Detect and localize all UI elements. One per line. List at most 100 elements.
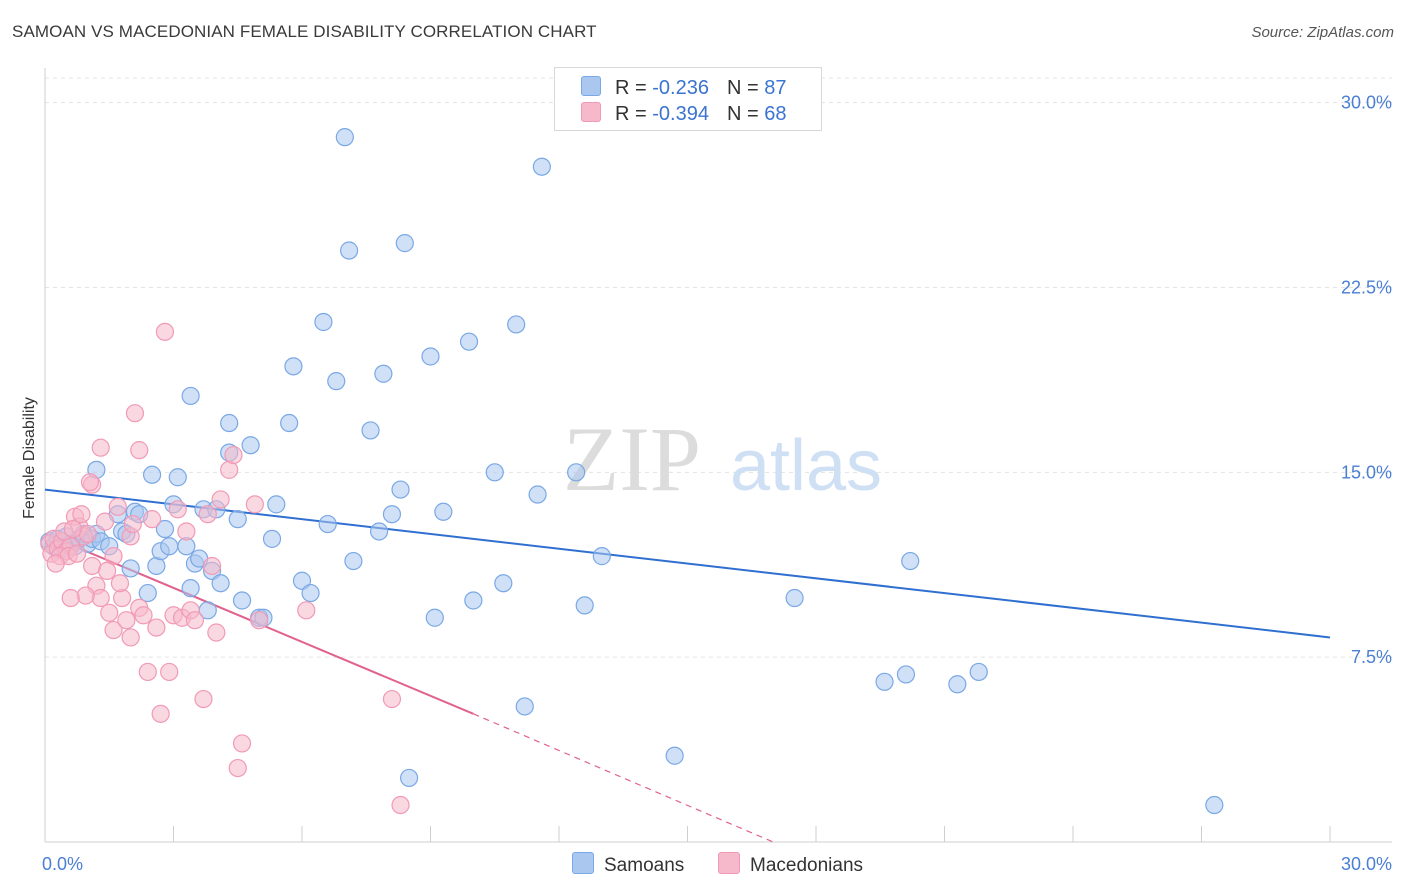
grid-lines [45,77,1392,658]
data-point-macedonians [125,404,145,423]
data-point-samoans [361,421,380,440]
y-tick-label: 30.0% [1341,93,1392,113]
data-point-samoans [567,463,586,482]
data-point-samoans [220,413,239,433]
data-point-samoans [284,357,303,376]
data-point-macedonians [98,561,117,581]
legend-n-value-samoans: 87 [764,77,787,99]
data-point-samoans [267,495,286,514]
bottom-legend-swatch-macedonians [718,852,740,874]
trend-line-extension-macedonians [473,713,774,843]
legend-r-value-samoans: -0.236 [652,77,709,99]
data-point-samoans [314,312,333,332]
data-point-macedonians [391,795,410,815]
data-point-macedonians [177,522,196,541]
data-point-macedonians [130,441,149,460]
legend-n-label: N = [726,77,765,99]
data-point-samoans [532,157,551,176]
data-point-macedonians [121,628,140,647]
tick-labels: 7.5% 15.0% 22.5% 30.0% 0.0% 30.0% [42,93,1392,874]
data-point-samoans [494,574,513,593]
data-point-samoans [160,537,179,556]
data-point-samoans [785,588,804,608]
data-point-macedonians [95,512,115,531]
legend-swatch-macedonians [581,102,601,122]
legend-n-value-macedonians: 68 [764,103,787,125]
trend-lines [44,488,1331,843]
data-point-samoans [232,591,252,610]
data-point-macedonians [194,689,213,709]
data-point-macedonians [61,588,80,608]
data-point-samoans [434,502,453,521]
data-point-macedonians [142,510,162,529]
data-point-samoans [318,514,337,534]
bottom-legend-samoans[interactable]: Samoans [572,852,684,877]
trend-line-samoans [44,488,1331,639]
data-point-samoans [344,551,363,571]
data-point-samoans [280,413,299,433]
data-point-samoans [896,665,916,684]
data-point-samoans [168,468,187,487]
data-point-samoans [425,608,444,627]
bottom-legend-swatch-samoans [572,852,594,874]
stats-legend: R = -0.236 N = 87 R = -0.394 N = 68 [554,67,822,131]
data-point-macedonians [211,490,230,509]
data-point-samoans [292,571,312,590]
data-point-samoans [665,746,684,765]
data-point-samoans [211,574,230,593]
bottom-legend-label-macedonians: Macedonians [750,855,864,876]
data-point-macedonians [123,514,142,534]
data-point-macedonians [228,758,247,778]
data-point-samoans [327,372,346,391]
data-point-macedonians [232,734,252,753]
legend-r-value-macedonians: -0.394 [652,103,709,125]
data-point-macedonians [68,544,87,563]
data-point-macedonians [100,603,119,622]
y-axis-label: Female Disability [21,397,38,519]
data-point-macedonians [147,618,166,637]
data-point-samoans [395,234,414,253]
axes [44,68,1392,843]
data-point-macedonians [91,588,110,608]
data-point-samoans [592,547,611,566]
data-point-macedonians [138,662,157,682]
data-point-macedonians [245,495,264,514]
data-point-samoans [485,463,504,482]
data-point-samoans [948,675,967,694]
x-tick-label: 0.0% [42,854,83,874]
data-point-samoans [901,551,920,571]
data-point-samoans [969,662,988,682]
data-point-samoans [370,522,389,541]
data-point-samoans [1205,795,1224,815]
data-point-macedonians [117,611,136,630]
legend-swatch-samoans [581,76,601,96]
data-point-samoans [138,583,157,603]
bottom-legend-macedonians[interactable]: Macedonians [718,852,863,877]
data-point-macedonians [160,662,179,682]
data-points [40,128,1224,815]
data-point-samoans [507,315,526,334]
watermark-atlas: atlas [730,426,882,506]
data-point-samoans [421,347,440,366]
y-tick-label: 22.5% [1341,277,1392,297]
data-point-samoans [875,672,894,691]
data-point-macedonians [151,704,170,723]
y-tick-label: 15.0% [1341,462,1392,482]
data-point-macedonians [185,611,205,630]
data-point-samoans [335,128,354,147]
data-point-macedonians [108,497,127,516]
data-point-samoans [181,386,200,406]
y-tick-label: 7.5% [1351,647,1392,667]
data-point-samoans [121,559,140,578]
data-point-macedonians [63,519,82,539]
data-point-macedonians [46,554,65,573]
data-point-macedonians [202,556,222,576]
data-point-samoans [228,510,247,529]
data-point-samoans [528,485,547,504]
x-tick-label: 30.0% [1341,854,1392,874]
data-point-macedonians [382,689,402,709]
data-point-samoans [515,697,534,716]
data-point-macedonians [104,620,123,640]
data-point-macedonians [207,623,226,642]
